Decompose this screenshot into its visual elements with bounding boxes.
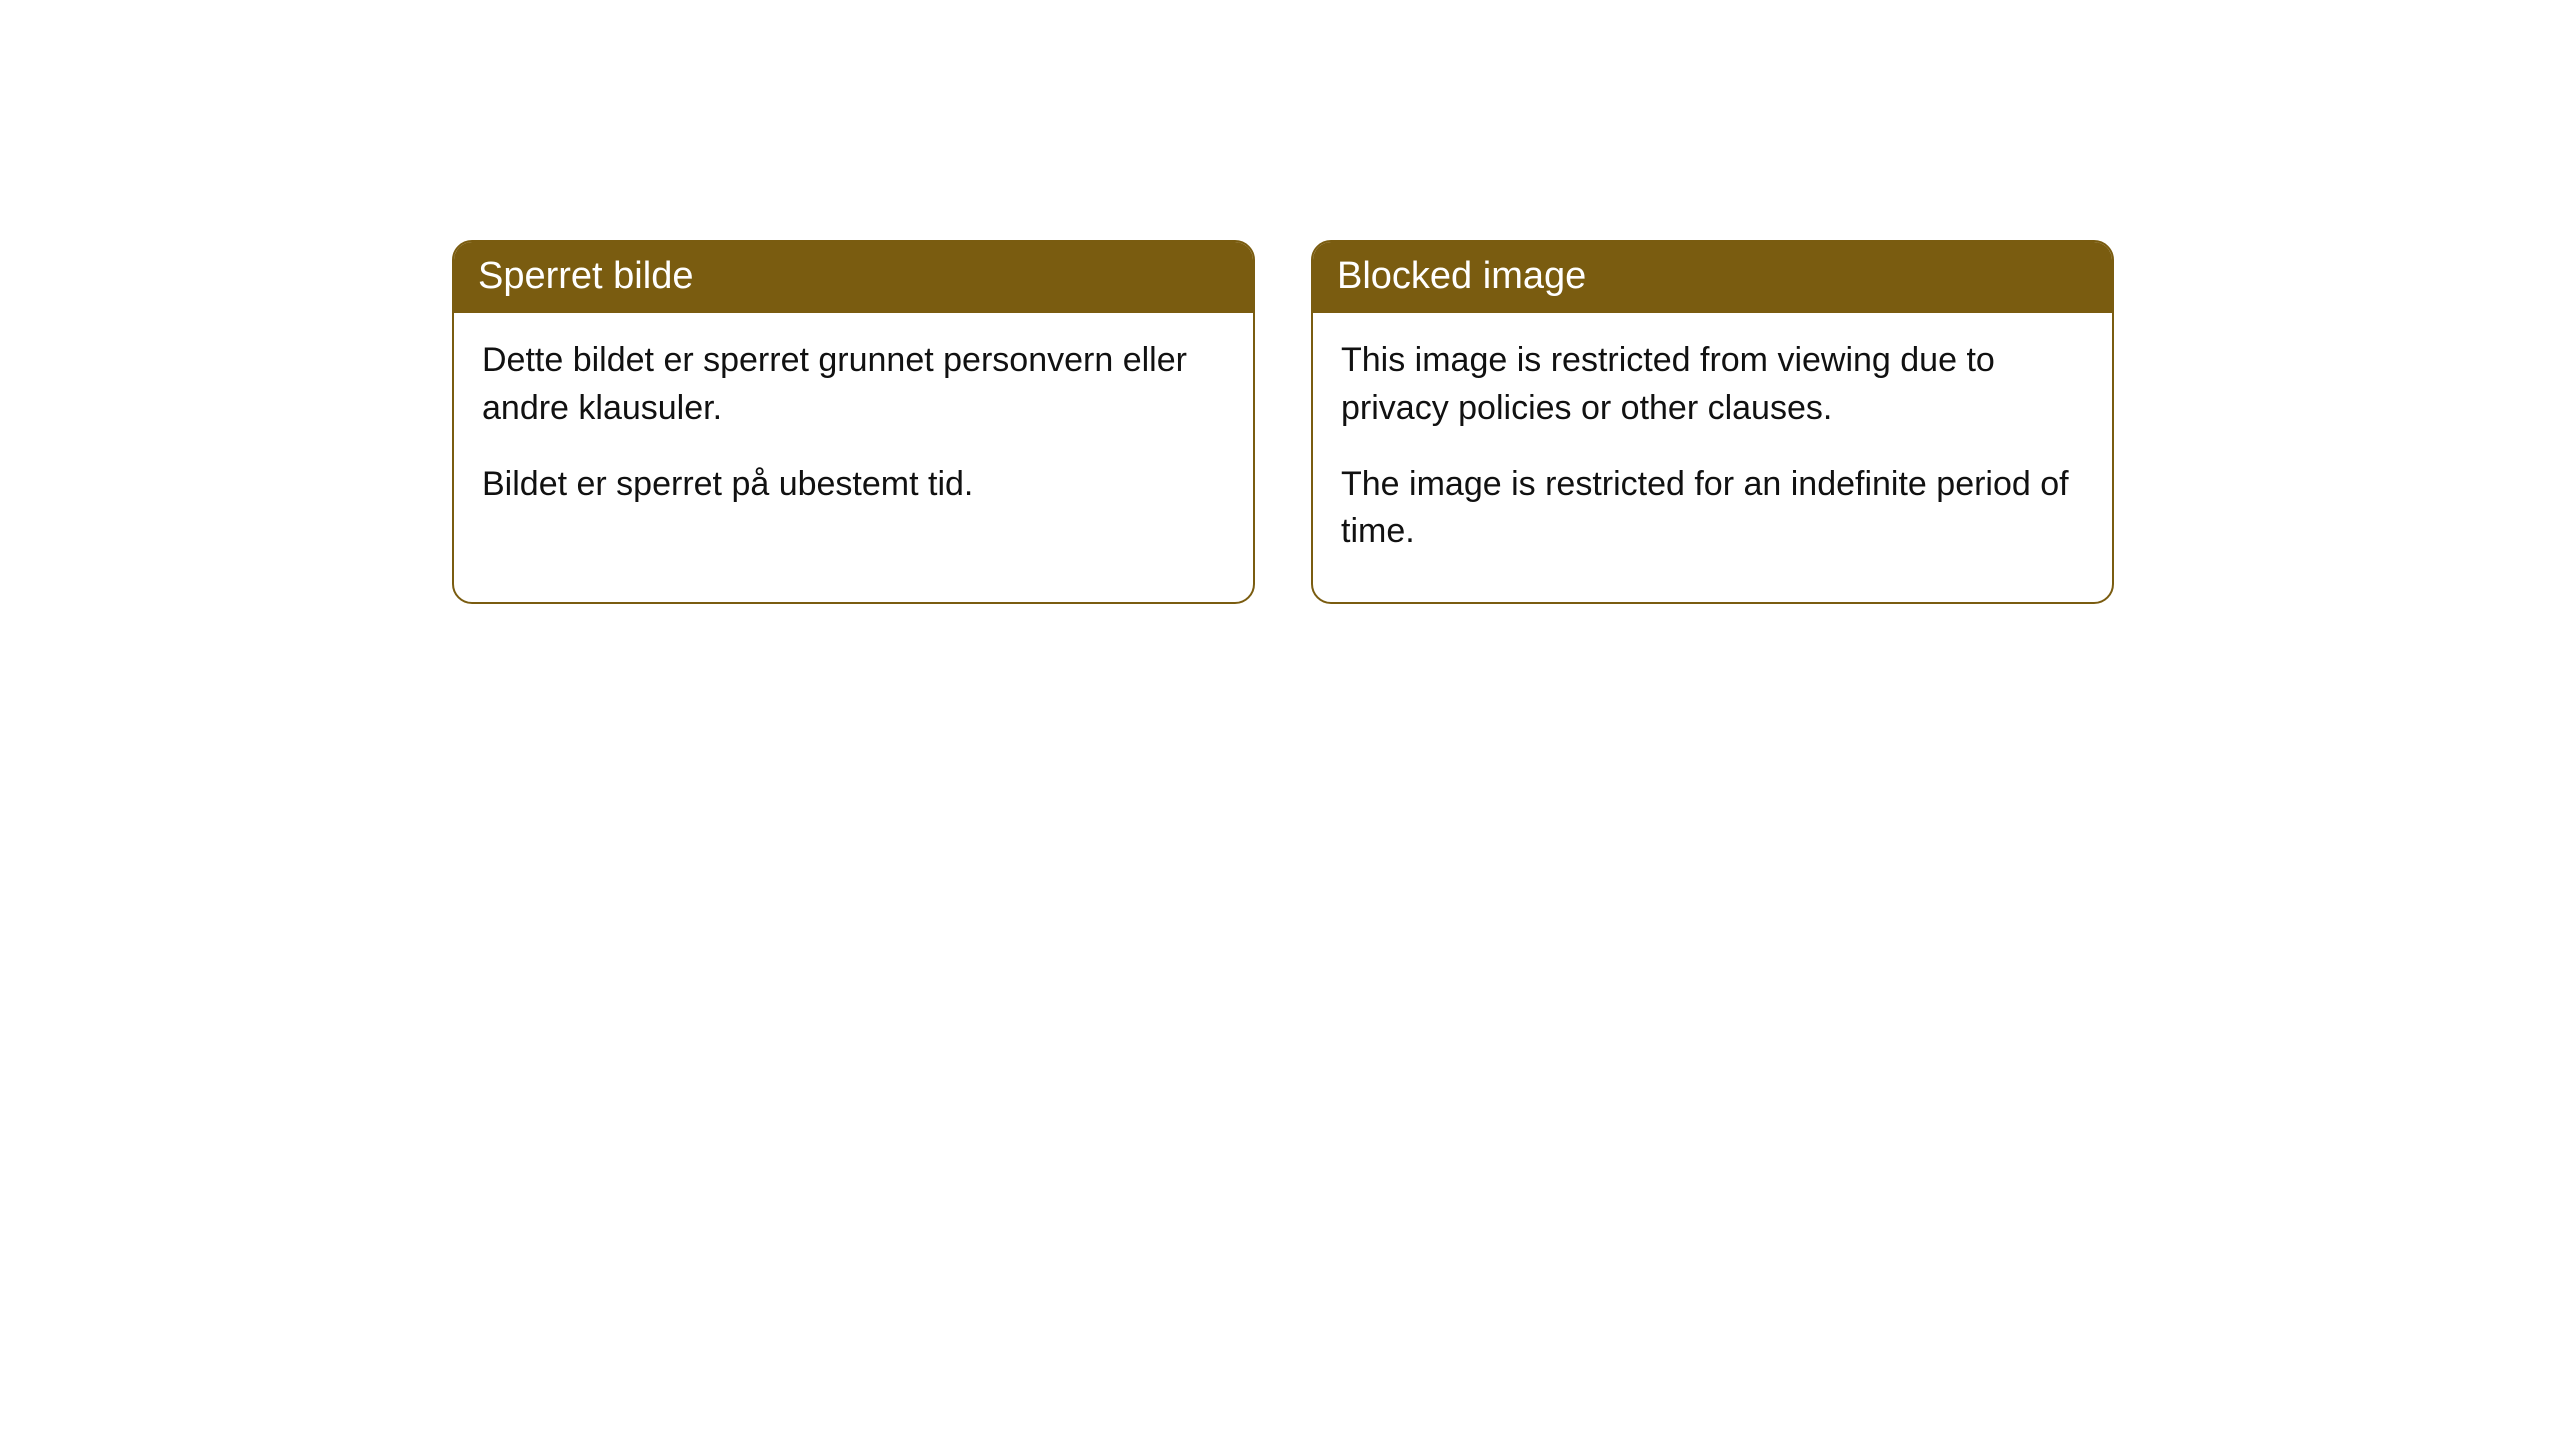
card-body-norwegian: Dette bildet er sperret grunnet personve… xyxy=(454,313,1253,554)
card-norwegian: Sperret bilde Dette bildet er sperret gr… xyxy=(452,240,1255,604)
cards-container: Sperret bilde Dette bildet er sperret gr… xyxy=(0,0,2560,604)
card-paragraph-1-english: This image is restricted from viewing du… xyxy=(1341,337,2084,432)
card-body-english: This image is restricted from viewing du… xyxy=(1313,313,2112,601)
card-paragraph-2-norwegian: Bildet er sperret på ubestemt tid. xyxy=(482,461,1225,509)
card-title-norwegian: Sperret bilde xyxy=(478,255,693,297)
card-paragraph-1-norwegian: Dette bildet er sperret grunnet personve… xyxy=(482,337,1225,432)
card-header-norwegian: Sperret bilde xyxy=(454,242,1253,313)
card-title-english: Blocked image xyxy=(1337,255,1586,297)
card-header-english: Blocked image xyxy=(1313,242,2112,313)
card-english: Blocked image This image is restricted f… xyxy=(1311,240,2114,604)
card-paragraph-2-english: The image is restricted for an indefinit… xyxy=(1341,461,2084,556)
